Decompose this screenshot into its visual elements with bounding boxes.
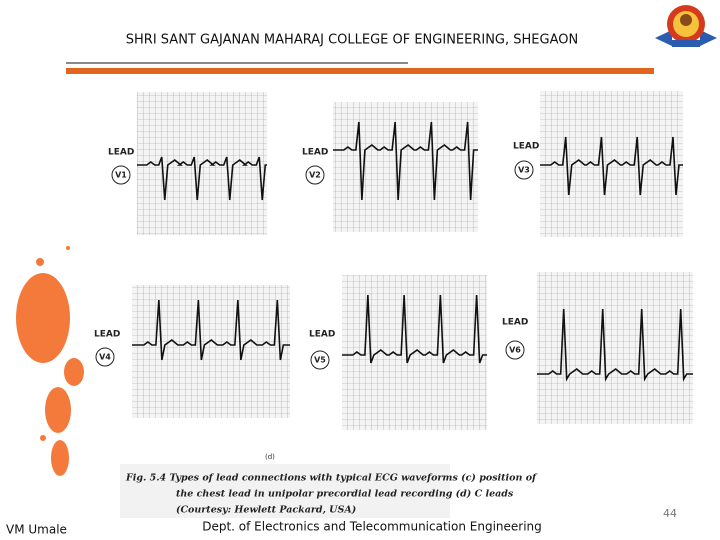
- panel-label: (d): [265, 453, 275, 461]
- lead-label: LEAD: [513, 142, 539, 152]
- caption-box: [120, 464, 450, 518]
- caption-line: Fig. 5.4 Types of lead connections with …: [125, 473, 538, 484]
- header-gap: [83, 74, 408, 76]
- ecg-grid: [540, 91, 683, 237]
- lead-name: V4: [99, 353, 111, 362]
- lead-circle: [111, 165, 131, 185]
- lead-circle: [505, 340, 525, 360]
- lead-label: LEAD: [94, 330, 120, 340]
- ecg-trace: [137, 156, 267, 201]
- lead-label: LEAD: [302, 148, 328, 158]
- lead-name: V3: [518, 166, 530, 175]
- header-rule: [66, 62, 408, 64]
- ecg-grid: [333, 102, 478, 232]
- lead-circle: [310, 350, 330, 370]
- ecg-grid: [132, 285, 290, 418]
- footer-department: Dept. of Electronics and Telecommunicati…: [202, 520, 542, 534]
- lead-name: V2: [309, 171, 321, 180]
- caption-line: (Courtesy: Hewlett Packard, USA): [176, 505, 356, 516]
- lead-name: V1: [115, 171, 127, 180]
- caption-line: the chest lead in unipolar precordial le…: [176, 489, 514, 500]
- lead-label: LEAD: [502, 318, 528, 328]
- header-bar: [66, 68, 654, 74]
- ecg-trace: [333, 121, 478, 201]
- logo: [655, 5, 717, 47]
- ecg-trace: [342, 294, 487, 364]
- lead-name: V5: [314, 356, 326, 365]
- ecg-trace: [537, 308, 693, 382]
- footer-author: VM Umale: [6, 523, 67, 537]
- ecg-grid: [537, 272, 693, 424]
- ecg-trace: [540, 136, 683, 196]
- footer-page: 44: [663, 507, 677, 520]
- decor-circles: [16, 246, 84, 476]
- ecg-trace: [132, 299, 290, 361]
- lead-circle: [95, 347, 115, 367]
- lead-circle: [514, 160, 534, 180]
- lead-circle: [305, 165, 325, 185]
- header-title: SHRI SANT GAJANAN MAHARAJ COLLEGE OF ENG…: [126, 33, 578, 48]
- lead-label: LEAD: [108, 148, 134, 158]
- lead-label: LEAD: [309, 330, 335, 340]
- lead-name: V6: [509, 346, 521, 355]
